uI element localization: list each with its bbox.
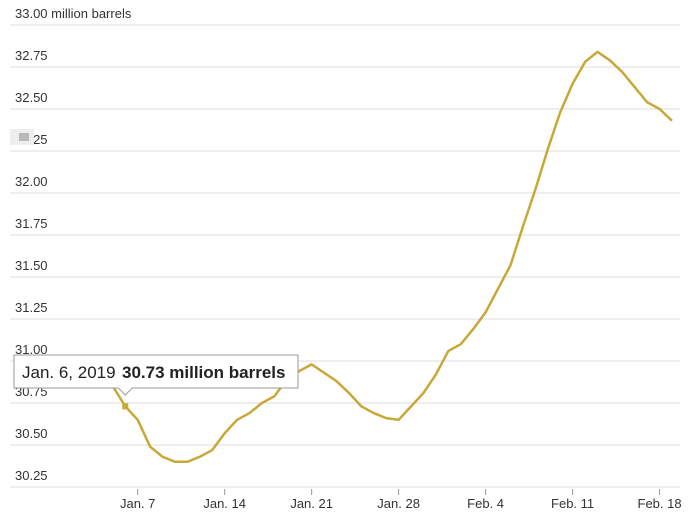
x-tick-label: Jan. 21 [290, 496, 333, 511]
y-tick-label: 32.50 [15, 90, 48, 105]
y-tick-label: 31.50 [15, 258, 48, 273]
x-tick-label: Jan. 7 [120, 496, 155, 511]
x-tick-label: Jan. 14 [203, 496, 246, 511]
y-tick-label: 33.00 million barrels [15, 6, 132, 21]
tooltip-box [13, 354, 299, 396]
tooltip-point [122, 403, 129, 410]
tooltip-date: Jan. 6, 2019 [22, 363, 116, 382]
y-tick-label: 32.00 [15, 174, 48, 189]
y-tick-label: 31.25 [15, 300, 48, 315]
tooltip-value: 30.73 million barrels [122, 363, 285, 382]
overlay-icon [19, 133, 29, 141]
y-tick-label: 31.00 [15, 342, 48, 357]
series-line [87, 50, 673, 464]
y-tick-label: 30.50 [15, 426, 48, 441]
tooltip: Jan. 6, 2019 30.73 million barrels [13, 354, 299, 396]
x-tick-label: Jan. 28 [377, 496, 420, 511]
x-tick-label: Feb. 4 [467, 496, 504, 511]
y-tick-label: 30.25 [15, 468, 48, 483]
y-tick-label: 32.75 [15, 48, 48, 63]
x-tick-label: Feb. 18 [638, 496, 682, 511]
x-tick-label: Feb. 11 [551, 496, 594, 511]
y-tick-label: 31.75 [15, 216, 48, 231]
